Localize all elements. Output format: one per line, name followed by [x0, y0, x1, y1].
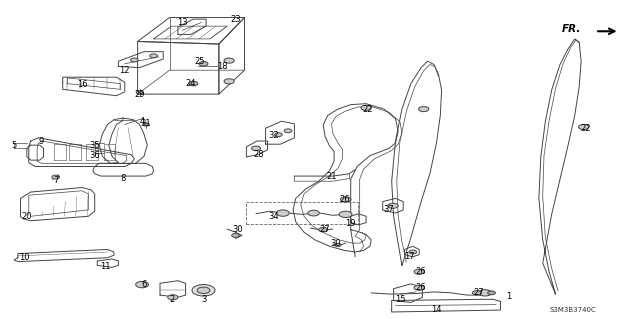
Circle shape	[168, 295, 178, 300]
Text: 27: 27	[320, 225, 330, 234]
Text: 5: 5	[12, 141, 17, 150]
Text: 4: 4	[140, 117, 145, 126]
Text: 30: 30	[331, 239, 341, 248]
Circle shape	[339, 211, 352, 218]
Circle shape	[388, 203, 398, 208]
Text: 15: 15	[395, 295, 405, 304]
Circle shape	[479, 290, 492, 296]
Circle shape	[52, 175, 60, 179]
Text: 9: 9	[39, 137, 44, 146]
Circle shape	[252, 146, 260, 151]
Circle shape	[232, 234, 239, 237]
Circle shape	[150, 54, 157, 58]
Circle shape	[319, 227, 328, 232]
Circle shape	[579, 124, 589, 130]
Circle shape	[361, 105, 371, 110]
Text: 24: 24	[186, 79, 196, 88]
Circle shape	[197, 287, 210, 293]
Text: 25: 25	[195, 57, 205, 66]
Text: 7: 7	[54, 176, 59, 185]
Text: 34: 34	[269, 212, 279, 221]
Text: 11: 11	[100, 262, 111, 271]
Text: 2: 2	[169, 295, 174, 304]
Circle shape	[224, 58, 234, 63]
Circle shape	[136, 281, 148, 288]
Circle shape	[131, 58, 138, 62]
Bar	[246, 202, 358, 224]
Circle shape	[192, 285, 215, 296]
Text: 26: 26	[416, 283, 426, 292]
Circle shape	[275, 133, 282, 137]
Text: S3M3B3740C: S3M3B3740C	[549, 307, 596, 313]
Text: 12: 12	[120, 66, 130, 75]
Text: 35: 35	[90, 141, 100, 150]
Text: 19: 19	[346, 219, 356, 228]
Circle shape	[335, 243, 341, 247]
Text: 29: 29	[134, 90, 145, 99]
Text: 28: 28	[254, 150, 264, 159]
Circle shape	[414, 269, 424, 274]
Text: 22: 22	[363, 105, 373, 114]
Circle shape	[136, 91, 143, 94]
Text: 13: 13	[177, 18, 188, 27]
Text: 27: 27	[474, 288, 484, 297]
Text: 6: 6	[141, 280, 147, 289]
Text: FR.: FR.	[562, 24, 581, 34]
Circle shape	[472, 291, 481, 295]
Circle shape	[224, 79, 234, 84]
Circle shape	[143, 123, 149, 126]
Circle shape	[409, 250, 417, 254]
Circle shape	[199, 62, 208, 66]
Text: 37: 37	[384, 205, 394, 214]
Text: 31: 31	[141, 119, 151, 128]
Text: 30: 30	[233, 225, 243, 234]
Text: 3: 3	[201, 295, 206, 304]
Text: 14: 14	[431, 305, 442, 314]
Text: 26: 26	[416, 267, 426, 276]
Text: 17: 17	[404, 252, 415, 261]
Circle shape	[284, 129, 292, 133]
Circle shape	[419, 107, 429, 112]
Circle shape	[488, 291, 495, 295]
Circle shape	[414, 285, 424, 290]
Text: 20: 20	[22, 212, 32, 221]
Text: 36: 36	[90, 151, 100, 160]
Circle shape	[189, 81, 198, 86]
Text: 32: 32	[269, 131, 279, 140]
Text: 26: 26	[339, 195, 349, 204]
Text: 18: 18	[218, 62, 228, 71]
Text: 21: 21	[326, 172, 337, 181]
Circle shape	[340, 197, 351, 202]
Circle shape	[308, 210, 319, 216]
Circle shape	[276, 210, 289, 216]
Text: 8: 8	[120, 174, 125, 183]
Text: 1: 1	[506, 292, 511, 300]
Text: 23: 23	[230, 15, 241, 24]
Text: 22: 22	[580, 124, 591, 133]
Text: 16: 16	[77, 80, 87, 89]
Text: 10: 10	[19, 253, 29, 262]
